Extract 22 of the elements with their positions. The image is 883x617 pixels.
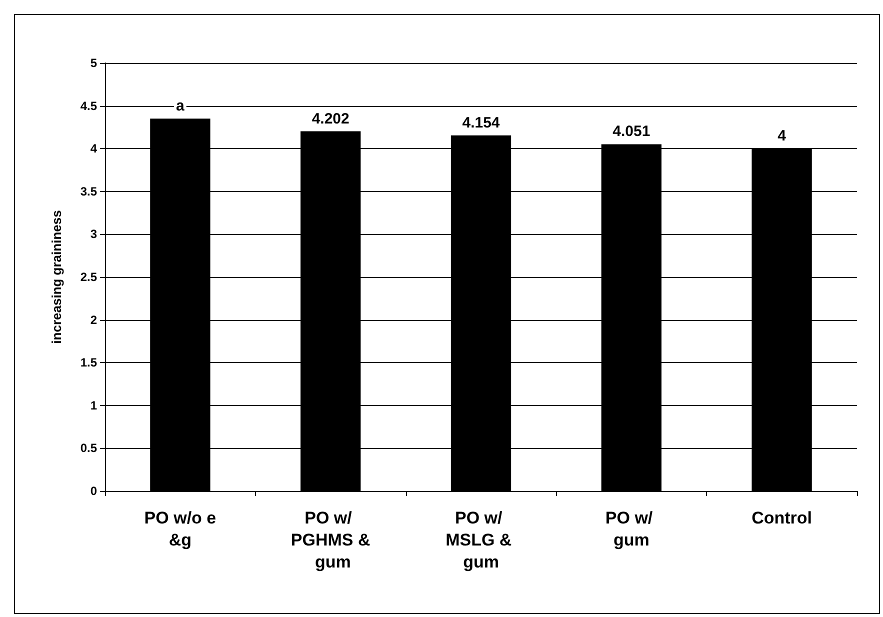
data-label: 4.202 xyxy=(312,110,350,128)
y-tick-label: 3.5 xyxy=(80,184,98,198)
y-tick-label: 1.5 xyxy=(80,356,98,370)
y-tick-label: 4.5 xyxy=(80,98,98,113)
data-label: 4.051 xyxy=(612,123,650,140)
y-axis-title: increasing graininess xyxy=(49,210,64,344)
y-tick-label: 5 xyxy=(90,56,98,70)
x-tick-label: PO w/ gum xyxy=(605,508,658,550)
y-tick-label: 0.5 xyxy=(80,441,98,456)
x-tick-label: PO w/ MSLG & gum xyxy=(446,508,516,572)
data-label: 4 xyxy=(778,128,787,145)
x-tick-label: Control xyxy=(752,508,812,528)
y-tick-label: 2 xyxy=(90,312,98,327)
x-tick-label: PO w/ PGHMS & gum xyxy=(290,508,370,572)
data-label: a xyxy=(176,98,186,115)
data-label: 4.154 xyxy=(462,114,500,132)
y-tick-label: 3 xyxy=(90,227,98,242)
y-tick-label: 0 xyxy=(90,484,98,498)
y-tick-label: 4 xyxy=(90,142,98,156)
y-tick-label: 1 xyxy=(90,398,98,412)
y-tick-label: 2.5 xyxy=(80,270,98,284)
x-tick-label: PO w/o e&g xyxy=(144,508,216,550)
